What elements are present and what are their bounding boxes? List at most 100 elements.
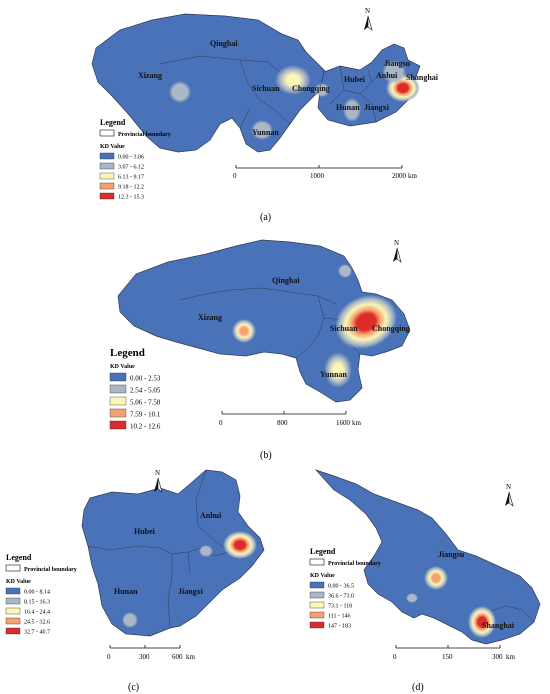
legend-class-label-5: 10.2 - 12.6 [130,423,161,431]
panel-b-xizang-hotspot [232,319,256,343]
panel-d-label-jiangsu: Jiangsu [438,550,465,559]
panel-d-legend-title: Legend [310,547,336,556]
svg-text:km: km [408,172,418,180]
legend-class-label-4: 24.5 - 32.6 [24,620,50,626]
panel-c-province-borders [87,469,241,629]
legend-class-label-5: 12.3 - 15.3 [118,195,144,201]
panel-b-qinghai-hotspot [338,264,352,278]
panel-a-label-jiangxi: Jiangxi [364,103,390,112]
panel-b-label-sichuan: Sichuan [330,324,358,333]
panel-b-label-xizang: Xizang [198,313,222,322]
panel-a-label-chongqing: Chongqing [292,84,330,93]
legend-class-label-3: 16.4 - 24.4 [24,610,50,616]
panel-d-caption: (d) [412,682,424,693]
legend-swatch-5 [309,621,325,629]
legend-class-label-2: 36.6 - 73.0 [328,594,354,600]
panel-d-map: Jiangsu Shanghai [314,469,541,645]
panel-a-sichuan-hotspot [275,65,311,95]
legend-class-label-3: 73.1 - 110 [328,604,352,610]
panel-d-small-hotspot [406,593,418,603]
svg-text:2000: 2000 [392,172,407,180]
svg-text:KD Value: KD Value [110,364,135,370]
legend-swatch-3 [5,607,21,615]
panel-b-sichuan-hotspot [334,294,398,350]
legend-swatch-2 [109,384,127,394]
svg-text:N: N [506,483,511,491]
svg-text:300: 300 [492,653,503,661]
svg-text:km: km [186,653,196,661]
legend-class-label-4: 9.18 - 12.2 [118,185,144,191]
panel-d-legend: Legend Provincial boundary KD Value 0.00… [309,547,381,630]
panel-a-label-qinghai: Qinghai [210,39,238,48]
legend-swatch-1 [99,152,115,160]
panel-b-map: Qinghai Xizang Sichuan Chongqing Yunnan [117,239,411,403]
panel-c-north-arrow-icon: N [154,469,163,493]
panel-a-label-hubei: Hubei [344,75,366,84]
panel-b-label-chongqing: Chongqing [372,324,410,333]
panel-b-label-qinghai: Qinghai [272,276,300,285]
legend-swatch-4 [99,182,115,190]
legend-swatch-2 [309,591,325,599]
legend-swatch-5 [5,627,21,635]
panel-a-west-china-outline [91,13,329,153]
legend-class-label-3: 6.13 - 9.17 [118,175,144,181]
panel-a-xizang-hotspot [169,81,191,103]
panel-d-jiangsu-outline [314,469,541,645]
panel-a-chongqing-hotspot [314,83,330,97]
svg-text:KD Value: KD Value [100,144,125,150]
panel-d-shanghai-hotspot [468,606,496,638]
legend-class-label-4: 111 - 146 [328,614,351,620]
panel-c-map: Hubei Anhui Hunan Jiangxi [81,469,265,637]
panel-b-scale-bar: 0 800 1600 km [219,411,362,427]
svg-text:Provincial boundary: Provincial boundary [118,132,171,138]
panel-b-north-arrow-icon: N [393,239,402,263]
svg-text:0: 0 [107,653,111,661]
panel-c-label-anhui: Anhui [200,511,222,520]
svg-text:300: 300 [139,653,150,661]
legend-swatch-4 [109,408,127,418]
panel-a-yunnan-hotspot [251,120,273,140]
panel-b-legend: Legend KD Value 0.00 - 2.53 2.54 - 5.05 5.… [109,347,161,431]
legend-swatch-3 [99,172,115,180]
legend-class-label-1: 0.00 - 8.14 [24,590,50,596]
svg-text:Provincial boundary: Provincial boundary [24,567,77,573]
panel-c-label-hunan: Hunan [114,587,138,596]
panel-d-north-arrow-icon: N [505,483,514,507]
svg-text:600: 600 [172,653,183,661]
legend-class-label-1: 0.00 - 3.06 [118,155,144,161]
svg-text:800: 800 [277,419,288,427]
panel-c-legend-title: Legend [6,553,32,562]
panel-d-west-hotspot [424,566,448,590]
panel-c-shanghai-hotspot [223,531,257,559]
svg-text:0: 0 [219,419,223,427]
legend-class-label-3: 5.06 - 7.58 [130,399,161,407]
svg-text:1000: 1000 [310,172,325,180]
legend-class-label-2: 8.15 - 16.3 [24,600,50,606]
panel-d-label-shanghai: Shanghai [482,621,515,630]
panel-b-caption: (b) [260,450,272,461]
panel-a-hunan-hotspot [343,98,361,122]
panel-a-north-arrow-icon: N [364,7,373,31]
legend-class-label-5: 32.7 - 40.7 [24,630,50,636]
panel-a-label-xizang: Xizang [138,71,162,80]
panel-a-map: Qinghai Xizang Sichuan Chongqing Yunnan … [91,13,439,153]
legend-class-label-1: 0.00 - 2.53 [130,375,161,383]
panel-c-label-jiangxi: Jiangxi [178,587,204,596]
svg-text:1600: 1600 [336,419,351,427]
legend-class-label-1: 0.00 - 36.5 [328,584,354,590]
panel-b-legend-title: Legend [110,347,145,359]
panel-a-legend-title: Legend [100,118,126,127]
panel-a-anhui-hotspot [382,60,406,84]
legend-swatch-4 [5,617,21,625]
panel-c-scale-bar: 0 300 600 km [107,645,196,661]
svg-text:km: km [506,653,516,661]
legend-swatch-3 [309,601,325,609]
svg-text:Provincial boundary: Provincial boundary [328,561,381,567]
panel-d-scale-bar: 0 150 300 km [393,645,516,661]
panel-a-label-sichuan: Sichuan [252,84,280,93]
legend-swatch-1 [109,372,127,382]
panel-a-label-anhui: Anhui [376,71,398,80]
svg-text:N: N [394,239,399,247]
panel-c-legend: Legend Provincial boundary KD Value 0.00… [5,553,77,636]
svg-text:N: N [155,469,160,477]
